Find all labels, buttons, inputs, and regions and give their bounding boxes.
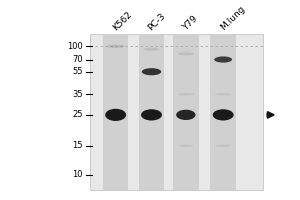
Text: 100: 100: [67, 42, 83, 51]
Text: Y79: Y79: [181, 14, 199, 32]
Bar: [90, 34, 263, 190]
Ellipse shape: [176, 110, 196, 120]
Polygon shape: [266, 113, 274, 117]
Text: K562: K562: [111, 10, 134, 32]
Bar: [103, 34, 128, 190]
Ellipse shape: [107, 45, 124, 48]
Ellipse shape: [143, 48, 160, 51]
Ellipse shape: [178, 52, 194, 55]
Ellipse shape: [142, 68, 161, 75]
Text: PC-3: PC-3: [147, 11, 168, 32]
Ellipse shape: [178, 93, 194, 96]
Bar: [173, 34, 199, 190]
Text: 25: 25: [72, 110, 83, 119]
Ellipse shape: [214, 56, 232, 63]
Text: 70: 70: [72, 55, 83, 64]
Bar: [139, 34, 164, 190]
Ellipse shape: [213, 109, 234, 121]
Ellipse shape: [141, 109, 162, 121]
Text: 15: 15: [72, 141, 83, 150]
Ellipse shape: [105, 109, 126, 121]
Text: 10: 10: [72, 170, 83, 179]
Text: 35: 35: [72, 90, 83, 99]
Text: 55: 55: [72, 67, 83, 76]
Ellipse shape: [215, 93, 231, 96]
Bar: [211, 34, 236, 190]
Ellipse shape: [178, 145, 193, 147]
Text: M.lung: M.lung: [218, 4, 246, 32]
Ellipse shape: [216, 145, 231, 147]
